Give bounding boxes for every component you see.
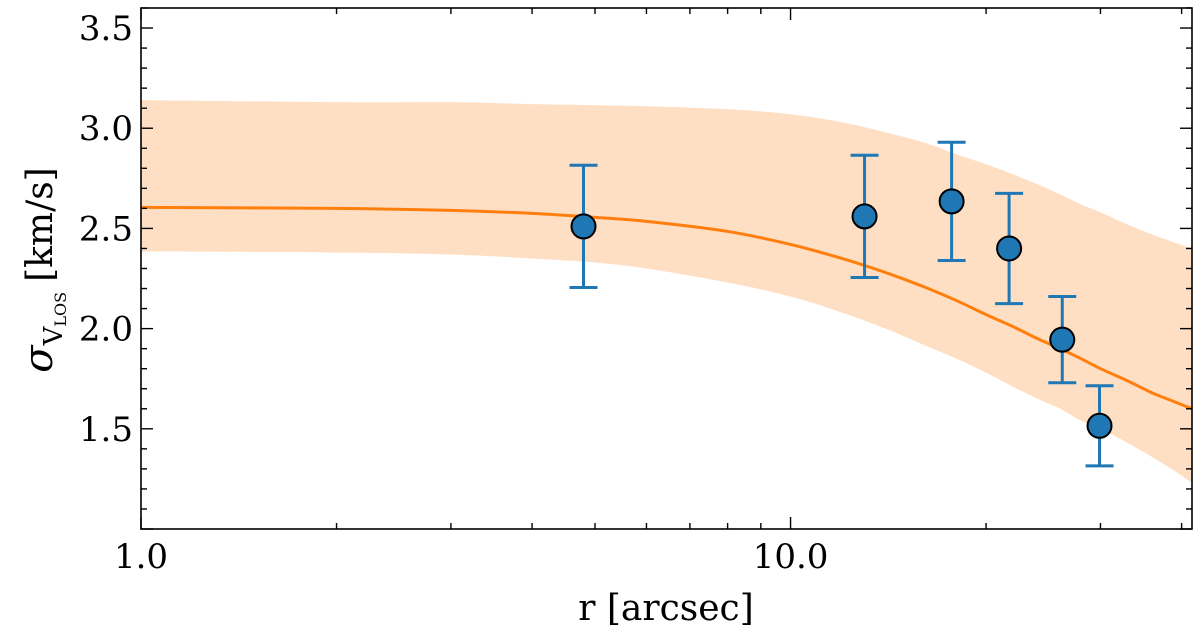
data-marker bbox=[996, 235, 1023, 262]
plot-frame bbox=[140, 7, 1193, 530]
confidence-band-layer bbox=[141, 100, 1192, 483]
model-curve bbox=[140, 205, 1193, 411]
data-marker bbox=[1086, 412, 1113, 439]
model-curve-layer bbox=[140, 205, 1193, 411]
data-marker bbox=[570, 213, 597, 240]
data-marker bbox=[851, 203, 878, 230]
y-axis-symbol: σ bbox=[16, 344, 62, 373]
x-axis-title: r [arcsec] bbox=[578, 588, 754, 629]
y-tick-label: 3.5 bbox=[79, 9, 133, 49]
y-axis-subsubscript: LOS bbox=[51, 292, 70, 327]
data-point bbox=[1048, 295, 1077, 385]
y-tick-label: 3.0 bbox=[79, 109, 133, 149]
data-point bbox=[937, 140, 966, 262]
y-axis-title: σVLOS [km/s] bbox=[16, 167, 70, 372]
data-point bbox=[1085, 384, 1114, 468]
data-point bbox=[995, 191, 1024, 306]
data-marker bbox=[1049, 326, 1076, 353]
confidence-band bbox=[141, 100, 1192, 483]
svg-text:σVLOS[km/s]: σVLOS [km/s] bbox=[16, 167, 70, 372]
y-tick-label: 1.5 bbox=[79, 410, 133, 450]
data-points-layer bbox=[569, 140, 1114, 468]
data-marker bbox=[938, 188, 965, 215]
axis-labels-layer: 1.5 2.0 2.5 3.0 3.5 1.0 10.0 bbox=[79, 9, 828, 577]
y-tick-label: 2.0 bbox=[79, 310, 133, 350]
y-axis-unit: [km/s] bbox=[20, 167, 61, 282]
y-axis-subscript: V bbox=[39, 325, 69, 346]
y-tick-label: 2.5 bbox=[79, 209, 133, 249]
data-point bbox=[850, 153, 879, 280]
x-tick-label: 1.0 bbox=[114, 537, 168, 577]
data-point bbox=[569, 163, 598, 290]
x-tick-label: 10.0 bbox=[753, 537, 829, 577]
